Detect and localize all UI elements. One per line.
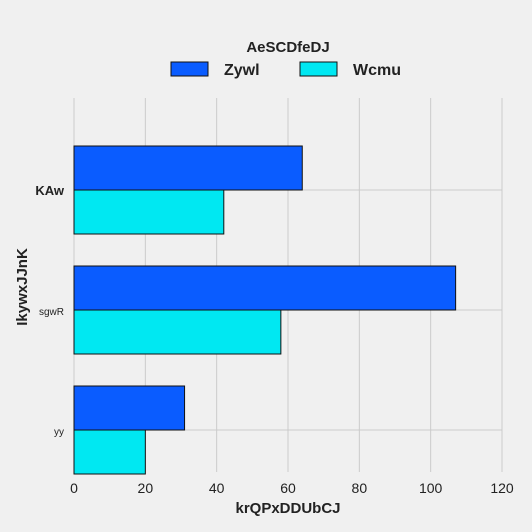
x-tick-label-3: 60 xyxy=(280,480,296,496)
x-tick-label-5: 100 xyxy=(419,480,443,496)
bar-Wcmu-KAw xyxy=(74,190,224,234)
legend-swatch-series-1 xyxy=(171,62,208,76)
category-label-0: KAw xyxy=(35,183,65,198)
x-tick-label-4: 80 xyxy=(352,480,368,496)
legend: AeSCDfeDJ Zywl Wcmu xyxy=(171,39,401,79)
bar-Wcmu-sgwR xyxy=(74,310,281,354)
x-tick-label-2: 40 xyxy=(209,480,225,496)
legend-swatch-series-2 xyxy=(300,62,337,76)
category-label-2: yy xyxy=(54,427,64,438)
bar-Zywl-yy xyxy=(74,386,185,430)
legend-label-series-1: Zywl xyxy=(224,62,260,79)
legend-label-series-2: Wcmu xyxy=(353,62,401,79)
category-label-1: sgwR xyxy=(39,307,64,318)
bar-Zywl-KAw xyxy=(74,146,302,190)
bars xyxy=(74,146,456,474)
category-labels: KAw sgwR yy xyxy=(35,183,65,438)
y-axis-title: IkywxJJnK xyxy=(14,248,31,326)
bar-Zywl-sgwR xyxy=(74,266,456,310)
x-tick-label-0: 0 xyxy=(70,480,78,496)
bar-Wcmu-yy xyxy=(74,430,145,474)
legend-title: AeSCDfeDJ xyxy=(246,39,329,56)
x-tick-label-1: 20 xyxy=(138,480,154,496)
x-tick-label-6: 120 xyxy=(490,480,514,496)
x-tick-labels: 0 20 40 60 80 100 120 xyxy=(70,480,514,496)
x-axis-title: krQPxDDUbCJ xyxy=(235,500,340,517)
